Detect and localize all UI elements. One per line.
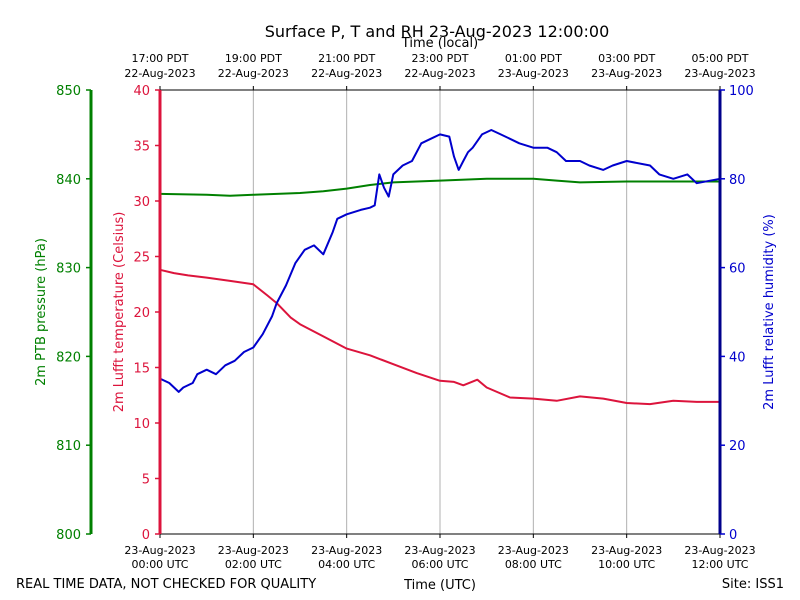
- humidity-tick-label: 100: [729, 84, 754, 99]
- humidity-axis: 0 20 40 60 80 100: [720, 84, 754, 543]
- grid: [252, 90, 628, 534]
- temperature-axis: 0 5 10 15 20 25 30 35 40: [133, 84, 160, 543]
- temperature-tick-label: 35: [133, 140, 150, 155]
- temperature-tick-label: 20: [133, 306, 150, 321]
- x-tick-utc-time: 02:00 UTC: [225, 558, 282, 571]
- x-tick-local-date: 23-Aug-2023: [684, 67, 755, 80]
- top-axis-label: Time (local): [401, 36, 478, 51]
- quality-note: REAL TIME DATA, NOT CHECKED FOR QUALITY: [16, 577, 316, 592]
- pressure-tick-label: 810: [56, 439, 81, 454]
- temperature-tick-label: 25: [133, 251, 150, 266]
- temperature-tick-label: 10: [133, 417, 150, 432]
- pressure-axis-label: 2m PTB pressure (hPa): [34, 238, 49, 386]
- temperature-tick-label: 5: [142, 473, 150, 488]
- x-tick-local-time: 17:00 PDT: [131, 52, 188, 65]
- x-axis-local: 17:00 PDT 22-Aug-2023 19:00 PDT 22-Aug-2023…: [124, 52, 756, 90]
- humidity-tick-label: 60: [729, 262, 746, 277]
- x-tick-utc-date: 23-Aug-2023: [404, 544, 475, 557]
- x-tick-utc-time: 12:00 UTC: [691, 558, 748, 571]
- pressure-tick-label: 850: [56, 84, 81, 99]
- x-tick-local-date: 22-Aug-2023: [311, 67, 382, 80]
- x-tick-local-time: 01:00 PDT: [505, 52, 562, 65]
- x-tick-local-time: 23:00 PDT: [411, 52, 468, 65]
- x-tick-utc-date: 23-Aug-2023: [684, 544, 755, 557]
- pressure-tick-label: 800: [56, 528, 81, 543]
- x-tick-local-date: 22-Aug-2023: [404, 67, 475, 80]
- site-label: Site: ISS1: [722, 577, 784, 592]
- x-tick-utc-time: 10:00 UTC: [598, 558, 655, 571]
- x-tick-utc-time: 06:00 UTC: [411, 558, 468, 571]
- x-axis-label: Time (UTC): [403, 578, 476, 593]
- x-tick-local-time: 19:00 PDT: [225, 52, 282, 65]
- x-tick-utc-time: 08:00 UTC: [505, 558, 562, 571]
- pressure-tick-label: 820: [56, 350, 81, 365]
- temperature-tick-label: 40: [133, 84, 150, 99]
- x-tick-local-date: 22-Aug-2023: [218, 67, 289, 80]
- x-tick-local-date: 23-Aug-2023: [498, 67, 569, 80]
- pressure-tick-label: 830: [56, 262, 81, 277]
- x-tick-utc-date: 23-Aug-2023: [591, 544, 662, 557]
- pressure-axis: 800 810 820 830 840 850: [56, 84, 91, 543]
- humidity-tick-label: 0: [729, 528, 737, 543]
- temperature-tick-label: 30: [133, 195, 150, 210]
- temperature-tick-label: 15: [133, 362, 150, 377]
- pressure-series-line: [159, 177, 720, 197]
- chart-title: Surface P, T and RH 23-Aug-2023 12:00:00: [265, 22, 610, 41]
- x-tick-local-date: 22-Aug-2023: [124, 67, 195, 80]
- humidity-tick-label: 80: [729, 173, 746, 188]
- x-tick-utc-time: 04:00 UTC: [318, 558, 375, 571]
- x-tick-local-time: 21:00 PDT: [318, 52, 375, 65]
- temperature-tick-label: 0: [142, 528, 150, 543]
- temperature-axis-label: 2m Lufft temperature (Celsius): [112, 212, 127, 413]
- x-tick-utc-date: 23-Aug-2023: [498, 544, 569, 557]
- temperature-series-line: [159, 268, 720, 406]
- x-tick-utc-date: 23-Aug-2023: [311, 544, 382, 557]
- x-tick-utc-date: 23-Aug-2023: [218, 544, 289, 557]
- x-tick-local-time: 03:00 PDT: [598, 52, 655, 65]
- humidity-tick-label: 40: [729, 350, 746, 365]
- x-tick-local-date: 23-Aug-2023: [591, 67, 662, 80]
- x-tick-utc-date: 23-Aug-2023: [124, 544, 195, 557]
- humidity-axis-label: 2m Lufft relative humidity (%): [762, 214, 777, 410]
- x-tick-utc-time: 00:00 UTC: [131, 558, 188, 571]
- humidity-series-line: [159, 129, 721, 393]
- series-layer: [159, 129, 721, 406]
- x-tick-local-time: 05:00 PDT: [691, 52, 748, 65]
- humidity-tick-label: 20: [729, 439, 746, 454]
- pressure-tick-label: 840: [56, 173, 81, 188]
